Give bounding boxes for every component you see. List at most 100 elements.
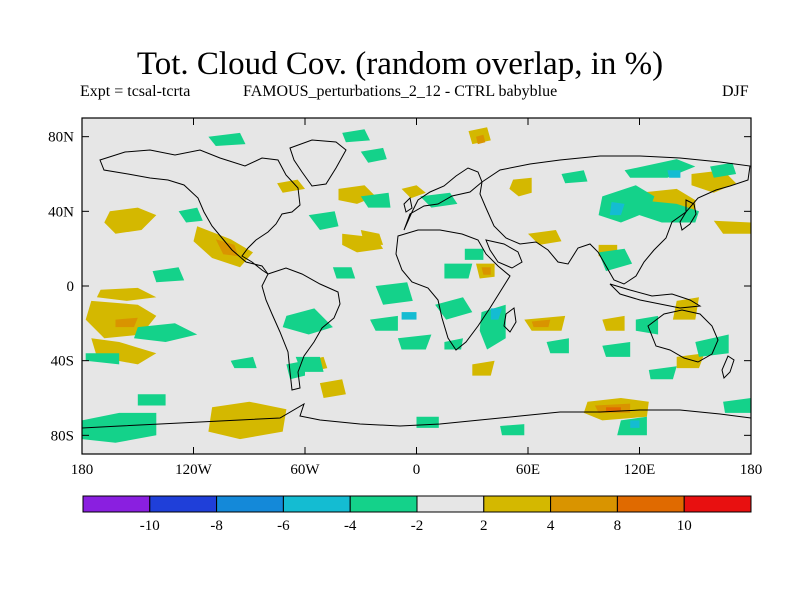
anomaly-region-neg2 (375, 282, 413, 305)
anomaly-region-neg4 (667, 170, 681, 178)
anomaly-region-neg2 (444, 338, 463, 350)
colorbar-label: 2 (480, 518, 488, 534)
anomaly-region-neg2 (134, 323, 198, 342)
anomaly-region-pos2 (713, 220, 751, 234)
coastline-new-zealand (721, 355, 735, 379)
anomaly-region-neg4 (401, 312, 417, 320)
colorbar-label: 4 (547, 518, 555, 534)
lon-tick-label: 180 (71, 462, 94, 478)
anomaly-region-neg2 (370, 315, 398, 331)
anomaly-region-neg2 (464, 248, 484, 260)
map-axes: 80N 40N 0 40S 80S 180 120W 60W 0 60E 120E 180 (48, 118, 762, 478)
anomaly-fields (82, 127, 751, 443)
anomaly-region-neg2 (178, 207, 203, 223)
anomaly-region-neg2 (444, 263, 473, 279)
anomaly-region-pos2 (468, 127, 491, 145)
experiment-label: Expt = tcsal-tcrta (80, 83, 191, 100)
lon-tick-label: 120W (175, 462, 213, 478)
colorbar-label: -2 (411, 518, 424, 534)
anomaly-region-neg2 (546, 338, 569, 354)
coastline-arabia (485, 239, 523, 269)
lon-tick-label: 60W (290, 462, 320, 478)
anomaly-region-neg2 (230, 356, 257, 369)
season-label: DJF (722, 83, 749, 100)
coastline-north-america (99, 149, 301, 275)
anomaly-region-neg2 (723, 398, 751, 413)
anomaly-region-neg2 (82, 412, 157, 443)
lon-tick-label: 120E (624, 462, 656, 478)
anomaly-region-pos8 (606, 407, 621, 412)
colorbar: -10 -8 -6 -4 -2 2 4 8 10 (82, 495, 752, 534)
colorbar-swatch (416, 495, 485, 513)
colorbar-swatch (550, 495, 618, 513)
anomaly-region-pos2 (319, 379, 346, 398)
anomaly-region-pos2 (360, 230, 384, 245)
anomaly-region-pos4 (481, 267, 491, 275)
anomaly-region-pos4 (215, 239, 239, 257)
lon-tick-label: 60E (516, 462, 540, 478)
anomaly-region-pos2 (104, 207, 157, 234)
coastline-greenland (289, 139, 347, 187)
coastlines (82, 139, 751, 429)
anomaly-region-neg2 (360, 147, 387, 163)
map-title: Tot. Cloud Cov. (random overlap, in %) (136, 46, 664, 82)
lon-tick-label: 180 (740, 462, 763, 478)
anomaly-region-pos2 (602, 315, 625, 331)
anomaly-region-neg2 (152, 267, 185, 283)
anomaly-region-neg2 (561, 170, 588, 184)
colorbar-label: -6 (277, 518, 290, 534)
anomaly-region-pos2 (472, 360, 495, 376)
anomaly-region-neg2 (360, 192, 391, 208)
anomaly-region-neg2 (342, 129, 370, 143)
colorbar-label: 10 (677, 518, 692, 534)
colorbar-swatch (616, 495, 685, 513)
anomaly-region-pos2 (208, 401, 287, 440)
anomaly-region-neg2 (397, 334, 432, 350)
colorbar-label: -8 (210, 518, 223, 534)
lat-tick-label: 80S (51, 428, 74, 444)
anomaly-region-neg2 (208, 132, 246, 146)
coastline-africa (395, 229, 511, 351)
anomaly-region-pos2 (401, 185, 426, 199)
anomaly-region-neg2 (648, 366, 677, 380)
colorbar-label: -4 (344, 518, 357, 534)
anomaly-region-neg2 (598, 248, 633, 272)
colorbar-swatch (282, 495, 351, 513)
anomaly-region-neg2 (137, 394, 166, 406)
anomaly-region-neg2 (639, 200, 699, 223)
colorbar-swatch (349, 495, 418, 513)
anomaly-region-neg2 (420, 192, 458, 208)
anomaly-region-neg2 (282, 308, 333, 335)
coastline-europe (403, 167, 483, 231)
colorbar-swatch (216, 495, 284, 513)
anomaly-region-pos2 (528, 230, 562, 245)
anomaly-region-pos2 (676, 353, 705, 369)
coastline-indonesia (609, 283, 702, 309)
coastline-antarctica (82, 402, 751, 429)
anomaly-region-neg2 (500, 424, 525, 436)
coastline-asia (479, 155, 751, 285)
anomaly-region-pos4 (115, 317, 138, 328)
coastline-australia (647, 309, 719, 363)
run-label: FAMOUS_perturbations_2_12 - CTRL babyblu… (243, 83, 558, 100)
anomaly-region-neg2 (602, 342, 631, 357)
lat-tick-label: 40N (48, 204, 74, 220)
lon-tick-label: 0 (413, 462, 421, 478)
anomaly-region-neg2 (332, 267, 356, 279)
colorbar-swatch (683, 495, 752, 513)
coastline-japan (679, 199, 697, 231)
lat-tick-label: 80N (48, 130, 74, 146)
anomaly-region-pos4 (476, 134, 486, 145)
anomaly-region-neg2 (710, 162, 737, 178)
anomaly-region-pos2 (509, 177, 532, 197)
anomaly-region-neg4 (609, 202, 625, 216)
anomaly-region-pos2 (672, 297, 699, 320)
coastline-madagascar (503, 307, 517, 333)
anomaly-region-neg2 (85, 353, 120, 365)
colorbar-swatch (82, 495, 151, 513)
anomaly-region-neg2 (416, 416, 439, 428)
anomaly-region-neg2 (695, 334, 729, 357)
anomaly-region-pos4 (531, 319, 551, 328)
anomaly-region-neg4 (630, 420, 640, 428)
